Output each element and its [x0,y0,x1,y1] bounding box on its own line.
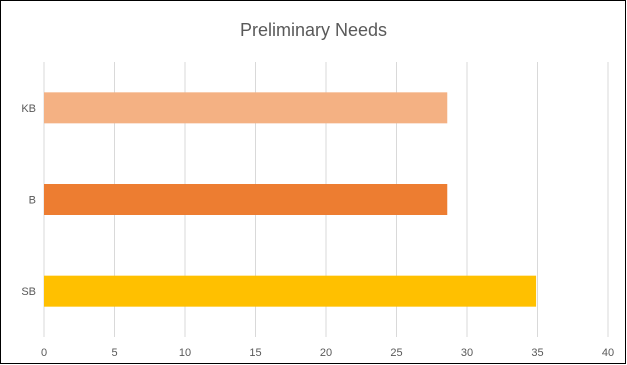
x-tick-label-25: 25 [390,347,402,359]
bars [44,92,537,307]
x-tick-label-30: 30 [461,347,473,359]
category-labels: KB B SB [21,103,36,298]
x-tick-label-0: 0 [41,347,47,359]
bar-kb [44,92,448,124]
x-tick-label-15: 15 [249,347,261,359]
bar-sb [44,275,537,307]
x-tick-label-40: 40 [602,347,614,359]
bar-b [44,184,448,215]
x-tick-labels: 0 5 10 15 20 25 30 35 40 [41,347,614,359]
x-tick-label-35: 35 [531,347,543,359]
category-label-b: B [29,195,36,207]
x-tick-label-20: 20 [320,347,332,359]
chart-title: Preliminary Needs [239,20,388,40]
x-tick-label-5: 5 [111,347,117,359]
category-label-kb: KB [21,103,36,115]
x-tick-label-10: 10 [179,347,191,359]
category-label-sb: SB [21,286,36,298]
